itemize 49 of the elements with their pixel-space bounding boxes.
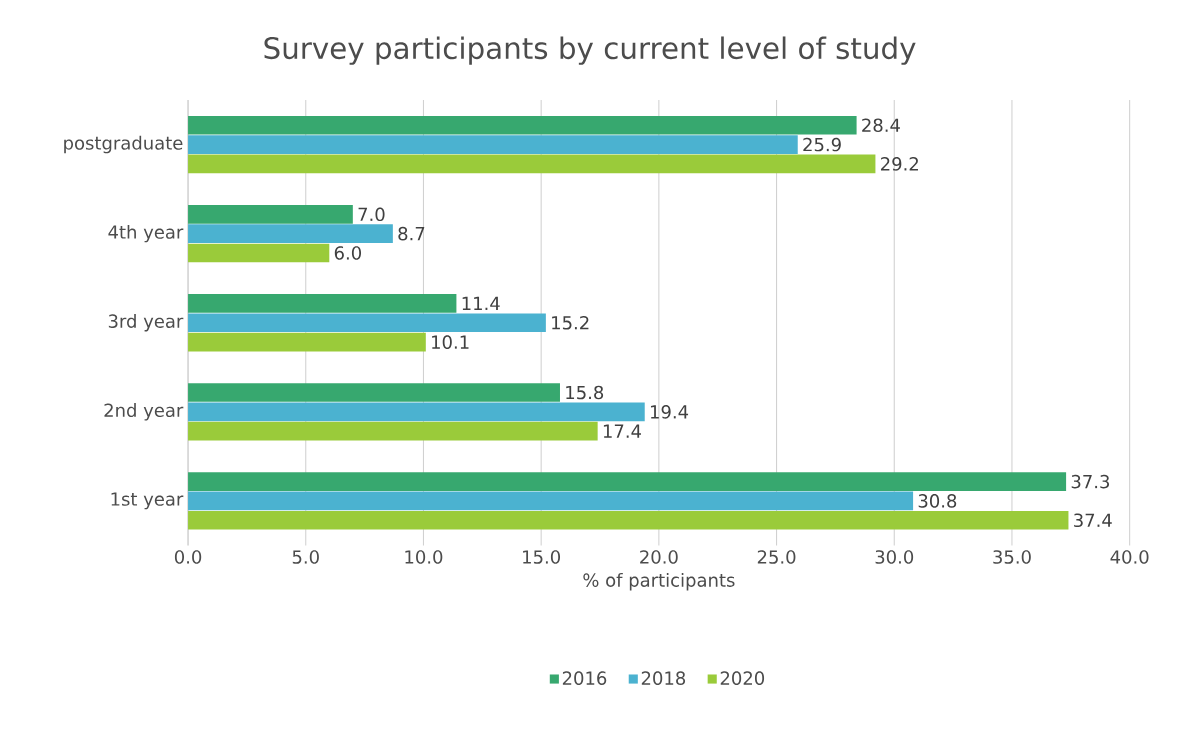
data-label: 19.4: [650, 405, 689, 419]
x-tick-label: 20.0: [640, 550, 678, 564]
bar: [188, 510, 1069, 530]
y-tick-label: 4th year: [108, 225, 184, 243]
x-tick-label: 15.0: [523, 550, 561, 564]
x-axis-title: % of participants: [583, 573, 735, 591]
data-label: 25.9: [803, 137, 841, 152]
bar: [188, 421, 598, 441]
data-label: 30.8: [918, 494, 957, 508]
data-label: 15.8: [566, 385, 604, 400]
y-tick-label: 3rd year: [108, 314, 184, 332]
bar: [188, 205, 353, 224]
y-tick-label: postgraduate: [64, 135, 183, 154]
data-label: 7.0: [358, 207, 385, 222]
bar: [188, 491, 914, 511]
data-label: 10.1: [432, 335, 469, 349]
data-label: 37.4: [1074, 513, 1112, 528]
legend-label: 2020: [720, 671, 765, 686]
legend-label: 2018: [641, 671, 686, 686]
data-label: 29.2: [881, 157, 918, 171]
bar: [188, 472, 1067, 491]
bar: [188, 313, 546, 333]
data-label: 6.0: [334, 246, 362, 260]
bar: [188, 332, 426, 352]
bar: [188, 135, 798, 154]
x-tick-label: 35.0: [993, 550, 1031, 564]
bar: [188, 154, 876, 174]
bar: [188, 115, 857, 135]
x-tick-label: 5.0: [292, 550, 319, 564]
bar: [188, 294, 457, 313]
x-tick-label: 30.0: [875, 550, 914, 564]
data-label: 37.3: [1071, 474, 1110, 489]
x-tick-label: 40.0: [1110, 550, 1149, 564]
bar: [188, 383, 560, 402]
bar: [188, 243, 330, 263]
x-tick-label: 10.0: [405, 550, 443, 564]
legend-label: 2016: [562, 671, 607, 686]
y-tick-label: 1st year: [111, 492, 184, 510]
x-tick-label: 25.0: [757, 550, 796, 564]
chart-title: Survey participants by current level of study: [264, 36, 916, 65]
x-tick-label: 0.0: [174, 550, 202, 564]
data-label: 28.4: [862, 118, 900, 133]
data-label: 17.4: [603, 424, 641, 438]
y-tick-label: 2nd year: [104, 403, 184, 421]
data-label: 15.2: [552, 316, 589, 330]
bar: [188, 224, 393, 244]
data-label: 11.4: [462, 296, 500, 311]
data-label: 8.7: [398, 226, 425, 241]
bar: [188, 402, 645, 422]
